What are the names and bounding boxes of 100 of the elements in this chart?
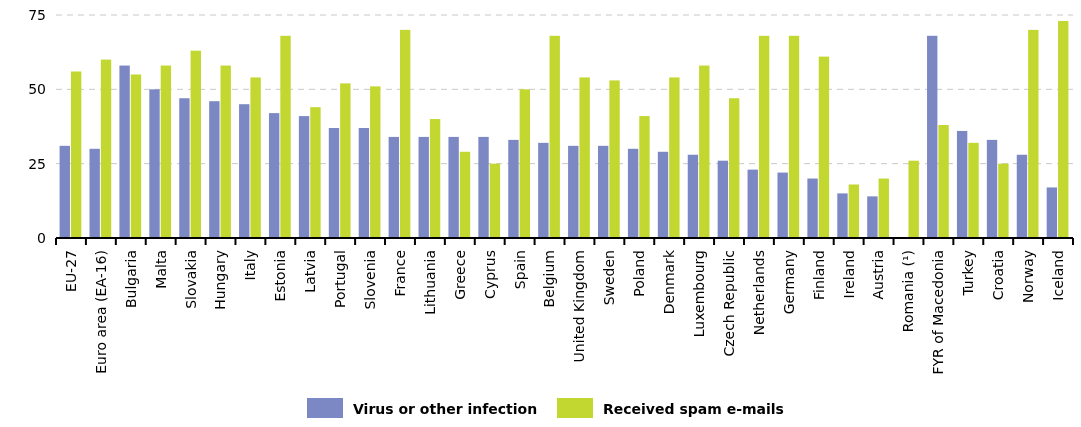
x-tick-label: Estonia: [272, 250, 289, 302]
bar: [358, 127, 370, 238]
bar: [59, 145, 70, 238]
x-tick-label: Sweden: [601, 250, 618, 306]
bar: [538, 142, 549, 238]
x-tick-label: Slovenia: [361, 250, 378, 310]
bar: [459, 151, 471, 238]
bar: [1028, 29, 1039, 238]
bar: [908, 160, 919, 238]
bar: [250, 77, 261, 238]
bar: [89, 148, 100, 238]
x-tick-label: Slovakia: [182, 250, 199, 309]
bar: [388, 136, 399, 238]
bar: [429, 119, 441, 238]
bar: [956, 130, 968, 238]
bar: [669, 77, 680, 238]
bar: [609, 80, 620, 238]
bar: [519, 89, 530, 238]
bar: [1016, 154, 1028, 238]
bar: [788, 35, 800, 238]
bar: [160, 65, 172, 238]
bar: [549, 35, 560, 238]
x-tick-label: Spain: [511, 250, 528, 290]
bar: [149, 89, 160, 238]
bar: [807, 178, 818, 238]
x-tick-label: Austria: [870, 250, 887, 300]
bar: [1046, 187, 1058, 238]
bar: [598, 145, 609, 238]
bar: [747, 169, 758, 238]
x-tick-label: United Kingdom: [571, 250, 588, 363]
bar: [639, 116, 650, 238]
bar: [878, 178, 889, 238]
x-tick-label: Bulgaria: [122, 250, 139, 309]
bar: [478, 136, 489, 238]
bar: [777, 172, 788, 238]
bar: [657, 151, 669, 238]
bar: [209, 101, 220, 238]
x-tick-label: Ireland: [840, 250, 857, 299]
bar: [100, 59, 112, 238]
bar: [717, 160, 729, 238]
bar: [280, 35, 291, 238]
y-tick-label: 25: [28, 155, 46, 172]
bar: [119, 65, 130, 238]
x-tick-label: Iceland: [1049, 250, 1066, 301]
x-tick-label: Cyprus: [481, 250, 498, 299]
bar: [298, 116, 310, 238]
bar: [627, 148, 639, 238]
bar: [867, 196, 878, 238]
bar: [687, 154, 699, 238]
bar: [418, 136, 429, 238]
x-tick-label: Norway: [1020, 250, 1037, 304]
x-tick-label: Greece: [451, 250, 468, 300]
bar: [220, 65, 231, 238]
bar: [968, 142, 979, 238]
bar: [179, 98, 190, 238]
bar: [508, 139, 519, 238]
x-tick-label: Netherlands: [750, 250, 767, 336]
bar: [268, 113, 280, 238]
x-tick-label: Czech Republic: [720, 250, 737, 357]
bar: [986, 139, 998, 238]
bar: [927, 35, 938, 238]
y-tick-label: 0: [37, 229, 46, 246]
x-tick-label: Croatia: [990, 250, 1007, 301]
y-tick-label: 50: [28, 81, 46, 98]
bar: [998, 163, 1009, 238]
x-tick-label: Romania (¹): [900, 250, 917, 333]
bar: [340, 83, 351, 238]
bar: [130, 74, 142, 238]
bar: [848, 184, 860, 238]
x-tick-label: Euro area (EA-16): [92, 250, 109, 374]
legend-label: Received spam e-mails: [603, 400, 784, 417]
x-tick-label: Finland: [810, 250, 827, 301]
bar: [1058, 20, 1069, 238]
x-tick-label: Portugal: [332, 250, 349, 308]
bar: [239, 104, 250, 238]
bar: [579, 77, 590, 238]
legend-label: Virus or other infection: [353, 400, 538, 417]
x-tick-label: France: [391, 250, 408, 297]
bar: [758, 35, 770, 238]
bar: [190, 50, 201, 238]
x-tick-label: Poland: [631, 250, 648, 297]
x-tick-label: FYR of Macedonia: [930, 250, 947, 375]
x-tick-label: EU-27: [62, 250, 79, 292]
x-tick-label: Denmark: [661, 249, 678, 315]
bar: [837, 193, 848, 238]
bar: [310, 107, 321, 238]
x-tick-label: Luxembourg: [691, 250, 707, 338]
bar: [489, 163, 501, 238]
bar: [399, 29, 411, 238]
bar: [448, 136, 459, 238]
bar: [328, 127, 340, 238]
x-tick-label: Latvia: [302, 250, 319, 293]
bar: [370, 86, 381, 238]
bar: [568, 145, 579, 238]
bar: [70, 71, 82, 238]
bar: [818, 56, 830, 238]
bar: [938, 125, 949, 238]
bar: [729, 98, 740, 238]
x-tick-label: Malta: [152, 250, 169, 289]
x-tick-label: Belgium: [541, 250, 558, 308]
